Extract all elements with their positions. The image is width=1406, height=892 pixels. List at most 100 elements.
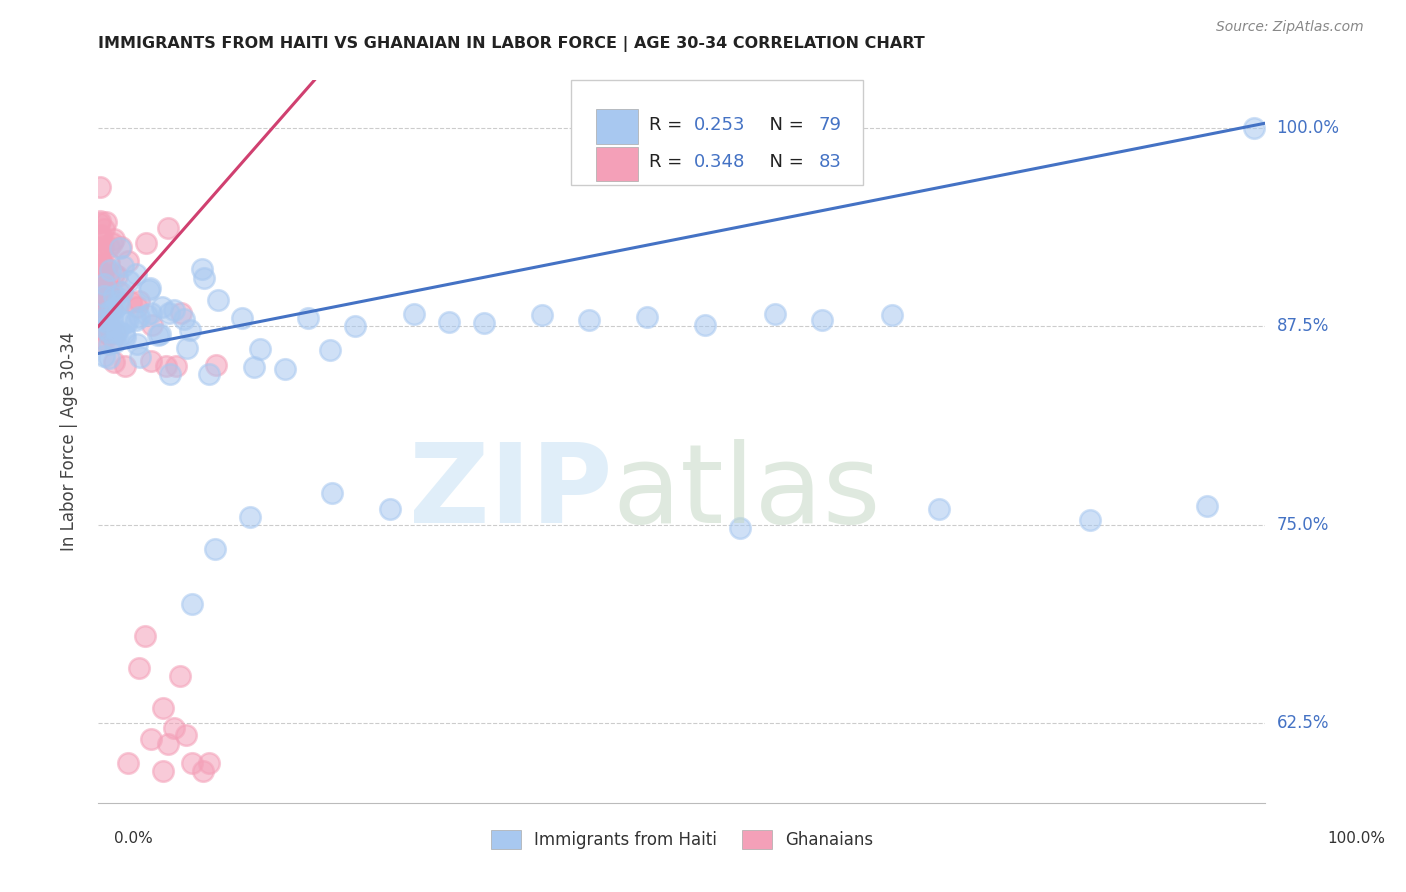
Point [173,312,195,326]
Point [87,272,110,286]
Point [243,360,266,375]
Point [91,306,114,320]
Point [96,299,118,313]
Text: 100.0%: 100.0% [1277,119,1340,136]
Text: ZIP: ZIP [409,439,612,546]
Point [104,301,127,316]
Point [90,244,112,258]
Point [1195,499,1218,513]
Point [90,267,112,281]
Point [97,256,120,270]
Point [204,541,226,556]
Point [93,289,115,303]
Point [169,669,191,683]
Point [231,311,253,326]
Point [127,337,149,351]
Point [97,286,120,301]
Point [103,289,125,303]
Point [146,327,169,342]
Point [880,308,903,322]
Point [198,367,221,381]
Point [89,308,111,322]
Point [110,241,132,255]
Text: R =: R = [650,153,688,171]
Point [98,263,121,277]
Point [321,486,343,500]
Text: 0.253: 0.253 [693,116,745,134]
Point [193,764,215,778]
Point [103,232,125,246]
Point [198,756,221,770]
Text: Source: ZipAtlas.com: Source: ZipAtlas.com [1216,21,1364,34]
Point [139,306,162,320]
Point [249,342,271,356]
Point [148,326,170,341]
Point [763,307,786,321]
Point [107,285,129,299]
Point [89,180,111,194]
Point [107,293,129,308]
Point [100,235,122,250]
Point [93,283,115,297]
Point [111,285,134,300]
Point [319,343,342,357]
Point [105,269,128,284]
Point [87,244,110,258]
Point [191,262,214,277]
Point [96,325,118,339]
Point [155,359,177,373]
Point [402,307,425,321]
Point [90,336,112,351]
Point [91,302,114,317]
Point [93,312,115,326]
Point [101,332,124,346]
Point [117,756,139,770]
Point [89,213,111,227]
Point [98,326,121,340]
Point [91,258,114,272]
Text: 75.0%: 75.0% [1277,516,1329,534]
Point [134,629,156,643]
Point [98,240,121,254]
Point [138,283,160,297]
Point [87,267,110,281]
Point [730,521,752,535]
Point [104,326,127,340]
Point [437,315,460,329]
Point [105,326,128,340]
FancyBboxPatch shape [571,80,863,185]
Text: 62.5%: 62.5% [1277,714,1329,732]
Point [117,254,139,268]
Point [135,235,157,250]
Point [93,334,115,348]
Point [114,359,136,373]
Text: 100.0%: 100.0% [1327,831,1386,846]
Point [94,296,117,310]
Point [90,228,112,243]
Point [115,316,138,330]
Point [129,350,152,364]
Point [127,300,149,314]
Point [176,341,198,355]
Point [103,354,125,368]
Text: 83: 83 [818,153,841,171]
Text: atlas: atlas [612,439,880,546]
Point [135,309,157,323]
Point [98,296,121,310]
Point [93,275,115,289]
Point [274,362,297,376]
Point [193,270,215,285]
Point [93,222,115,236]
Point [105,323,128,337]
Point [90,304,112,318]
Point [93,321,115,335]
Point [152,764,174,778]
Point [139,732,162,747]
Point [114,329,136,343]
Point [89,230,111,244]
Point [636,310,658,324]
Text: 79: 79 [818,116,841,134]
Text: IMMIGRANTS FROM HAITI VS GHANAIAN IN LABOR FORCE | AGE 30-34 CORRELATION CHART: IMMIGRANTS FROM HAITI VS GHANAIAN IN LAB… [98,36,925,52]
Point [90,276,112,290]
Point [96,287,118,301]
